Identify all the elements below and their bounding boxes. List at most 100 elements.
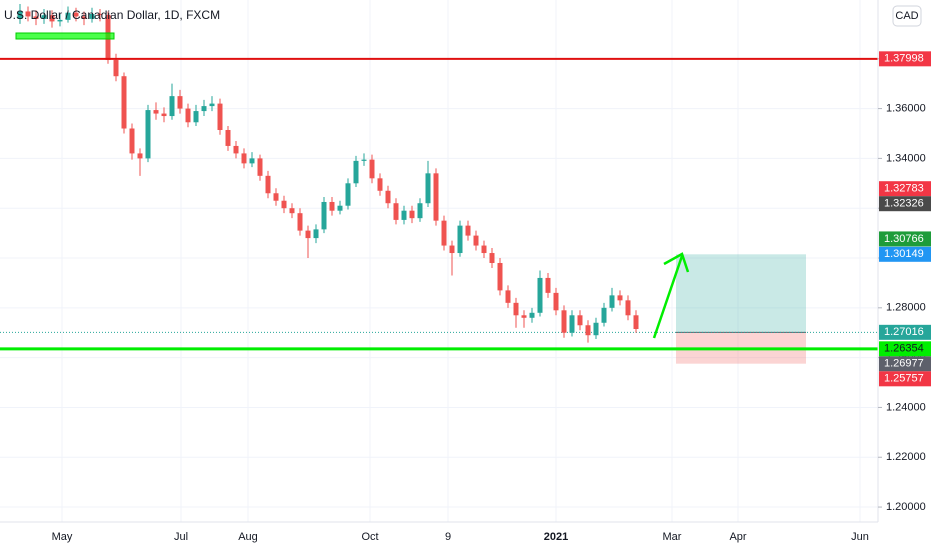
- candle: [73, 7, 79, 22]
- candle-body: [281, 200, 287, 209]
- candle-body: [377, 178, 383, 191]
- x-tick-label: Jul: [174, 531, 188, 543]
- candle-body: [153, 110, 159, 114]
- candle: [433, 168, 439, 226]
- candle: [441, 215, 447, 251]
- candle-body: [537, 277, 543, 313]
- candle-body: [385, 190, 391, 204]
- candle-body: [473, 235, 479, 246]
- candle: [17, 3, 23, 24]
- candle: [497, 258, 503, 296]
- candle-body: [569, 315, 575, 333]
- candle-body: [305, 230, 311, 239]
- currency-box[interactable]: [892, 5, 922, 27]
- candle-body: [337, 205, 343, 211]
- candle-body: [257, 158, 263, 176]
- candle: [489, 248, 495, 268]
- price-badge-label: 1.26354: [884, 343, 924, 355]
- candle-body: [409, 210, 415, 219]
- candle: [153, 102, 159, 120]
- candle: [161, 107, 167, 123]
- x-tick-label: Jun: [851, 531, 869, 543]
- x-tick-label: 2021: [544, 531, 568, 543]
- candle-body: [241, 153, 247, 164]
- candle-body: [585, 325, 591, 336]
- candle: [609, 287, 615, 312]
- price-badge: [879, 196, 931, 212]
- candle: [241, 148, 247, 169]
- candle: [249, 152, 255, 168]
- candle: [545, 272, 551, 298]
- candle-body: [129, 128, 135, 154]
- candle-body: [369, 159, 375, 179]
- candle: [513, 297, 519, 328]
- candle-body: [121, 76, 127, 129]
- y-tick-label: 1.36000: [886, 102, 926, 114]
- candle: [57, 13, 63, 27]
- arrow: [652, 252, 690, 339]
- candle: [33, 10, 39, 26]
- candle: [145, 104, 151, 163]
- candle: [417, 198, 423, 222]
- candle-body: [225, 130, 231, 146]
- candle-body: [393, 203, 399, 220]
- candle: [449, 240, 455, 276]
- candle-body: [73, 12, 79, 17]
- candle: [233, 140, 239, 159]
- candle-body: [25, 11, 31, 17]
- currency-label[interactable]: CAD: [895, 10, 918, 22]
- price-badge-label: 1.30149: [884, 248, 924, 260]
- candle: [49, 10, 55, 28]
- candle: [569, 310, 575, 337]
- candle-body: [217, 103, 223, 131]
- candle: [25, 6, 31, 22]
- candle: [393, 198, 399, 225]
- candle: [521, 310, 527, 328]
- candle-body: [145, 110, 151, 159]
- price-badge: [879, 356, 931, 372]
- candle: [273, 188, 279, 206]
- candle: [625, 295, 631, 321]
- candle-body: [193, 111, 199, 123]
- candle-body: [249, 158, 255, 164]
- candle-body: [505, 290, 511, 303]
- x-tick-label: May: [52, 531, 73, 543]
- candle: [425, 160, 431, 207]
- candle: [329, 196, 335, 216]
- candle: [297, 208, 303, 236]
- x-tick-label: Aug: [238, 531, 258, 543]
- candle-body: [593, 322, 599, 336]
- candle: [89, 7, 95, 23]
- candle-body: [353, 160, 359, 184]
- candle: [561, 305, 567, 338]
- candle: [585, 320, 591, 343]
- candle: [537, 270, 543, 317]
- candle-body: [161, 113, 167, 117]
- x-tick-label: 9: [445, 531, 451, 543]
- candle-body: [33, 16, 39, 19]
- candle: [129, 123, 135, 160]
- candle: [193, 104, 199, 127]
- candle-body: [345, 183, 351, 206]
- candle: [121, 72, 127, 134]
- candle-body: [433, 173, 439, 221]
- candle: [201, 99, 207, 117]
- candle: [41, 8, 47, 24]
- candle: [177, 89, 183, 114]
- candle: [577, 310, 583, 331]
- candle: [281, 195, 287, 214]
- candle-body: [545, 277, 551, 293]
- candle: [321, 196, 327, 234]
- candle-body: [425, 173, 431, 204]
- candle-body: [521, 315, 527, 318]
- candle-body: [617, 295, 623, 301]
- candle-body: [201, 106, 207, 112]
- candle-body: [49, 15, 55, 22]
- candle-body: [113, 60, 119, 77]
- candle: [81, 11, 87, 26]
- candle: [65, 6, 71, 23]
- candle-body: [209, 103, 215, 107]
- candle-body: [329, 201, 335, 211]
- candle-body: [297, 213, 303, 231]
- candle: [377, 173, 383, 196]
